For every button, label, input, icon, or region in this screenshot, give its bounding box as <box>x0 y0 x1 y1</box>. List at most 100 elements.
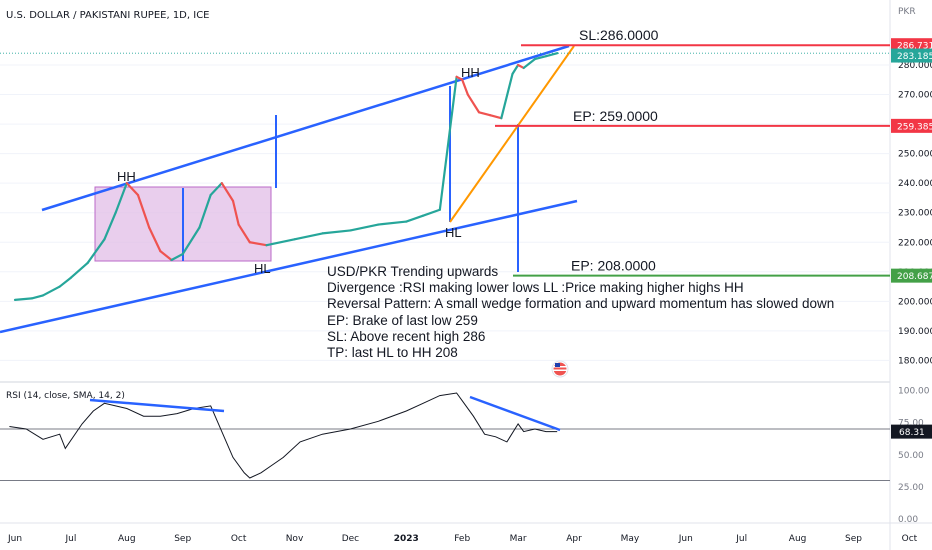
trade-levels: SL:286.0000 EP: 259.0000 EP: 208.0000 <box>495 27 890 277</box>
pivot-label-hl-1: HL <box>445 225 462 240</box>
note-line-1: USD/PKR Trending upwards <box>327 264 498 279</box>
time-tick-label: Oct <box>902 534 918 544</box>
time-tick-label: Aug <box>789 534 807 544</box>
price-segment <box>293 232 324 241</box>
price-segment <box>125 182 140 197</box>
price-segment <box>461 78 469 96</box>
note-line-3: Reversal Pattern: A small wedge formatio… <box>327 296 834 311</box>
time-tick-label: Jun <box>678 534 693 544</box>
time-tick-label: Aug <box>118 534 136 544</box>
price-segment <box>209 182 223 197</box>
price-segment <box>349 223 380 232</box>
level-label: EP: 259.0000 <box>573 108 658 124</box>
channel-lower-line <box>0 199 578 334</box>
us-flag-icon[interactable] <box>551 360 569 378</box>
price-segment <box>58 276 73 288</box>
price-segment <box>148 226 162 253</box>
time-tick-label: Oct <box>231 534 247 544</box>
chart-title: U.S. DOLLAR / PAKISTANI RUPEE, 1D, ICE <box>6 10 210 21</box>
rsi-tick-label: 25.00 <box>898 483 924 493</box>
price-segment <box>170 252 184 262</box>
time-tick-label: Feb <box>454 534 470 544</box>
time-tick-label: Dec <box>342 534 359 544</box>
price-segment <box>41 285 61 297</box>
time-tick-label: Apr <box>566 534 582 544</box>
rsi-tick-label: 50.00 <box>898 451 924 461</box>
time-tick-label: Jul <box>64 534 76 544</box>
price-segment <box>248 241 268 247</box>
wedge-trend-line <box>449 45 575 223</box>
time-tick-label: Jul <box>735 534 747 544</box>
price-tick-label: 270.0000 <box>898 91 932 101</box>
time-tick-label: Mar <box>510 534 527 544</box>
price-segment <box>69 261 89 279</box>
price-segment <box>522 57 536 70</box>
price-segment <box>159 250 173 262</box>
price-segment <box>466 93 481 114</box>
price-segment <box>533 55 548 61</box>
price-tick-label: 250.0000 <box>898 150 932 160</box>
price-tick-label: 180.0000 <box>898 356 932 366</box>
price-label-box <box>891 118 932 133</box>
price-segment <box>231 199 240 226</box>
price-label-text: 259.3850 <box>897 122 932 132</box>
price-segment <box>544 52 559 58</box>
rsi-line <box>9 392 558 479</box>
rsi-divergence-line-1 <box>89 398 225 413</box>
price-tick-label: 280.0000 <box>898 61 932 71</box>
rsi-series <box>9 392 558 479</box>
price-label-text: 208.6870 <box>897 272 932 282</box>
price-segment <box>421 208 441 217</box>
rsi-axis-ticks: 0.00 25.00 50.00 75.00 100.00 68.31 <box>891 386 932 525</box>
price-tick-label: 190.0000 <box>898 327 932 337</box>
level-label: SL:286.0000 <box>579 27 659 43</box>
currency-label: PKR <box>898 7 916 17</box>
price-segment <box>198 193 212 229</box>
price-tick-label: 200.0000 <box>898 297 932 307</box>
note-line-4: EP: Brake of last low 259 <box>327 313 478 328</box>
price-segment <box>489 114 503 120</box>
price-series <box>0 52 890 301</box>
price-tick-label: 220.0000 <box>898 238 932 248</box>
time-tick-label: Jun <box>7 534 22 544</box>
rsi-tick-label: 0.00 <box>898 515 918 525</box>
time-axis: Jun Jul Aug Sep Oct Nov Dec 2023 Feb Mar Apr May Jun… <box>7 534 918 544</box>
price-segment <box>405 214 425 223</box>
price-label-box <box>891 48 932 63</box>
price-segment <box>86 238 106 265</box>
price-segment <box>181 226 201 256</box>
channel-upper-line <box>41 44 570 212</box>
pivot-label-hl-2: HL <box>254 261 271 276</box>
time-tick-label: May <box>621 534 640 544</box>
rsi-grid <box>0 428 890 482</box>
time-tick-label: Sep <box>845 534 862 544</box>
pivot-label-hh-1: HH <box>117 169 136 184</box>
price-segment <box>114 182 128 214</box>
price-segment <box>377 220 408 226</box>
price-label-text: 283.1858 <box>897 52 932 62</box>
price-segment <box>265 238 296 247</box>
rsi-tick-label: 75.00 <box>898 419 924 429</box>
price-label-box <box>891 268 932 283</box>
time-tick-label: 2023 <box>394 534 419 544</box>
price-segment <box>237 223 251 244</box>
rsi-current-label: 68.31 <box>899 428 925 438</box>
price-labels: 286.7312283.1858 259.3850 208.6870 <box>891 38 932 283</box>
note-line-2: Divergence :RSI making lower lows LL :Pr… <box>327 280 744 295</box>
price-segment <box>321 229 352 235</box>
rsi-current-box <box>891 424 932 439</box>
price-tick-label: 240.0000 <box>898 179 932 189</box>
time-tick-label: Sep <box>174 534 191 544</box>
time-tick-label: Nov <box>286 534 304 544</box>
note-line-6: TP: last HL to HH 208 <box>327 345 458 360</box>
price-segment <box>30 294 45 300</box>
analysis-notes: USD/PKR Trending upwards Divergence :RSI… <box>327 264 834 360</box>
price-segment <box>103 211 117 241</box>
pivot-label-hh-2: HH <box>461 65 480 80</box>
price-segment <box>13 297 33 301</box>
note-line-5: SL: Above recent high 286 <box>327 329 485 344</box>
price-tick-label: 230.0000 <box>898 209 932 219</box>
price-segment <box>500 72 514 120</box>
